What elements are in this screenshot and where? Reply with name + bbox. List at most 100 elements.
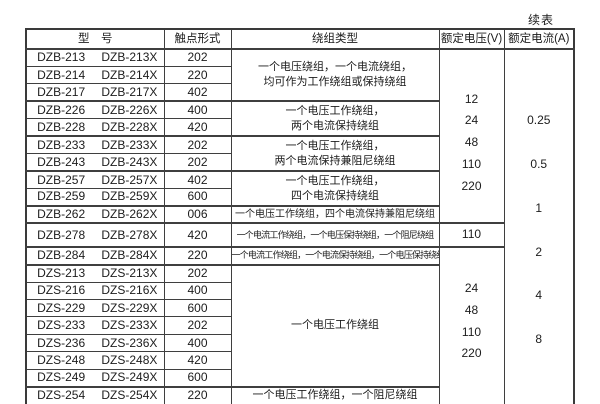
model-cell: DZS-229 DZS-229X	[25, 298, 165, 318]
current-value: 1	[535, 200, 543, 215]
current-value: 2	[535, 244, 543, 259]
table-row: DZB-214 DZB-214X 220	[25, 65, 574, 85]
voltage-value: 220	[461, 178, 482, 193]
model-cell: DZS-213 DZS-213X	[25, 264, 165, 283]
rated-current-cell: 0.25 0.5 1 2 4 8	[503, 48, 575, 404]
winding-text: 四个电流保持绕组	[291, 189, 379, 202]
contact-form-cell: 202	[163, 48, 232, 67]
model-cell: DZB-257 DZB-257X	[25, 170, 165, 190]
contact-form-cell: 402	[163, 83, 232, 103]
voltage-value: 220	[461, 346, 482, 361]
table-row: DZB-278 DZB-278X 420 一个电流工作绕组，一个电压保持绕组，一个阻尼…	[25, 222, 574, 249]
model-cell: DZS-249 DZS-249X	[25, 368, 165, 388]
column-header-rated-current: 额定电流(A)	[503, 28, 575, 50]
model-cell: DZB-228 DZB-228X	[25, 118, 165, 138]
winding-type-cell: 一个电压工作绕组， 两个电流保持绕组	[230, 100, 440, 138]
winding-type-cell: 一个电流工作绕组，一个电压保持绕组，一个阻尼绕组	[230, 222, 440, 249]
model-cell: DZB-233 DZB-233X	[25, 135, 165, 155]
model-cell: DZB-284 DZB-284X	[25, 246, 165, 266]
model-variant-text: DZB-259X	[101, 189, 158, 204]
model-text: DZB-259	[37, 189, 86, 204]
current-value: 8	[535, 331, 543, 346]
contact-form-cell: 202	[163, 135, 232, 155]
model-text: DZB-214	[37, 67, 86, 82]
table-row: DZS-236 DZS-236X 400	[25, 333, 574, 353]
model-variant-text: DZB-278X	[101, 227, 158, 242]
current-value: 0.5	[530, 157, 548, 172]
model-variant-text: DZB-214X	[101, 67, 158, 82]
model-variant-text: DZS-249X	[101, 370, 158, 385]
winding-text: 一个电压工作绕组	[291, 319, 379, 332]
contact-form-cell: 220	[163, 246, 232, 266]
model-text: DZS-213	[37, 266, 86, 281]
winding-text: 一个电压绕组，一个电流绕组，	[258, 61, 412, 74]
model-variant-text: DZB-257X	[101, 172, 158, 187]
table-row: DZB-228 DZB-228X 420	[25, 118, 574, 138]
contact-form-cell: 600	[163, 187, 232, 207]
winding-type-cell: 一个电压绕组，一个电流绕组， 均可作为工作绕组或保持绕组	[230, 48, 440, 103]
model-cell: DZS-248 DZS-248X	[25, 351, 165, 370]
model-text: DZS-254	[37, 388, 86, 403]
table-row: DZS-229 DZS-229X 600	[25, 298, 574, 318]
voltage-value: 12	[464, 91, 479, 106]
winding-type-cell: 一个电压工作绕组，四个电流保持兼阻尼绕组	[230, 205, 440, 225]
table-row: DZB-243 DZB-243X 202	[25, 153, 574, 173]
model-variant-text: DZS-213X	[101, 266, 158, 281]
header-row: 型 号 触点形式 绕组类型 额定电压(V) 额定电流(A)	[25, 28, 575, 50]
model-cell: DZB-262 DZB-262X	[25, 205, 165, 225]
winding-text: 两个电流保持绕组	[291, 119, 379, 132]
contact-form-cell: 402	[163, 170, 232, 190]
model-variant-text: DZS-236X	[101, 335, 158, 350]
model-variant-text: DZB-284X	[101, 248, 158, 263]
model-text: DZB-262	[37, 207, 86, 222]
table-row: DZB-257 DZB-257X 402 一个电压工作绕组， 四个电流保持绕组	[25, 170, 574, 207]
table-row: DZB-284 DZB-284X 220 一个电流工作绕组，一个电流保持绕组，一个电压…	[25, 246, 574, 404]
contact-form-cell: 202	[163, 316, 232, 335]
model-variant-text: DZB-262X	[101, 207, 158, 222]
winding-text: 一个电流工作绕组，一个电流保持绕组，一个电压保持绕组	[231, 250, 439, 261]
table-row: DZB-213 DZB-213X 202 一个电压绕组，一个电流绕组， 均可作为工作绕组…	[25, 48, 575, 404]
winding-type-cell: 一个电压工作绕组， 四个电流保持绕组	[230, 170, 440, 207]
winding-type-cell: 一个电压工作绕组	[230, 264, 440, 388]
column-header-model: 型 号	[25, 28, 165, 50]
model-text: DZB-233	[37, 137, 86, 152]
table-row: DZS-216 DZS-216X 400	[25, 281, 574, 300]
model-variant-text: DZB-217X	[101, 84, 158, 99]
rated-voltage-cell: 110	[438, 222, 505, 249]
model-variant-text: DZS-229X	[101, 300, 158, 315]
current-value: 0.25	[527, 113, 551, 128]
winding-text: 一个电压工作绕组，	[285, 174, 385, 187]
model-text: DZS-249	[37, 370, 86, 385]
voltage-value: 24	[464, 281, 479, 296]
voltage-value: 48	[464, 135, 479, 150]
winding-type-cell: 一个电流工作绕组，一个电流保持绕组，一个电压保持绕组	[230, 246, 440, 266]
model-text: DZB-243	[37, 154, 86, 169]
contact-form-cell: 220	[163, 386, 232, 404]
model-cell: DZS-236 DZS-236X	[25, 333, 165, 353]
voltage-value: 110	[461, 157, 482, 172]
model-variant-text: DZB-228X	[101, 119, 158, 134]
model-variant-text: DZB-233X	[101, 137, 158, 152]
current-value: 4	[535, 288, 543, 303]
model-text: DZB-226	[37, 102, 86, 117]
model-cell: DZS-233 DZS-233X	[25, 316, 165, 335]
model-text: DZB-228	[37, 119, 86, 134]
contact-form-cell: 420	[163, 222, 232, 249]
rated-voltage-cell: 24 48 110 220	[438, 246, 505, 404]
winding-text: 一个电压工作绕组，	[285, 104, 385, 117]
contact-form-cell: 202	[163, 153, 232, 173]
table-row: DZB-233 DZB-233X 202 一个电压工作绕组， 两个电流保持兼阻尼绕组	[25, 135, 574, 173]
contact-form-cell: 006	[163, 205, 232, 225]
model-cell: DZB-278 DZB-278X	[25, 222, 165, 249]
contact-form-cell: 400	[163, 100, 232, 120]
model-text: DZB-284	[37, 248, 86, 263]
model-cell: DZB-214 DZB-214X	[25, 65, 165, 85]
model-cell: DZS-216 DZS-216X	[25, 281, 165, 300]
voltage-value: 48	[464, 302, 479, 317]
model-text: DZS-236	[37, 335, 86, 350]
table-body: DZB-213 DZB-213X 202 一个电压绕组，一个电流绕组， 均可作为工作绕组…	[25, 48, 575, 404]
contact-form-cell: 600	[163, 298, 232, 318]
model-cell: DZB-217 DZB-217X	[25, 83, 165, 103]
model-text: DZS-233	[37, 318, 86, 333]
